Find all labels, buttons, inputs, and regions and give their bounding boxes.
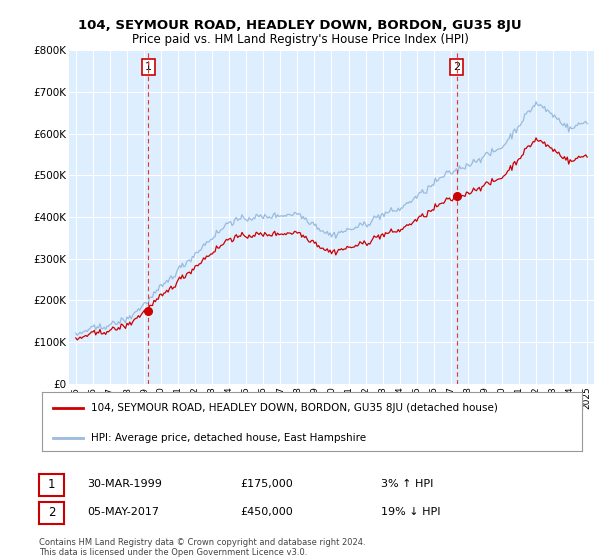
Text: 104, SEYMOUR ROAD, HEADLEY DOWN, BORDON, GU35 8JU: 104, SEYMOUR ROAD, HEADLEY DOWN, BORDON,… — [78, 18, 522, 32]
Text: HPI: Average price, detached house, East Hampshire: HPI: Average price, detached house, East… — [91, 433, 366, 443]
Text: 3% ↑ HPI: 3% ↑ HPI — [381, 479, 433, 489]
Text: 1: 1 — [48, 478, 55, 492]
Text: 2: 2 — [453, 62, 460, 72]
Text: 30-MAR-1999: 30-MAR-1999 — [87, 479, 162, 489]
Text: Price paid vs. HM Land Registry's House Price Index (HPI): Price paid vs. HM Land Registry's House … — [131, 32, 469, 46]
Text: £450,000: £450,000 — [240, 507, 293, 517]
Text: 19% ↓ HPI: 19% ↓ HPI — [381, 507, 440, 517]
Text: 05-MAY-2017: 05-MAY-2017 — [87, 507, 159, 517]
Text: Contains HM Land Registry data © Crown copyright and database right 2024.
This d: Contains HM Land Registry data © Crown c… — [39, 538, 365, 557]
Text: £175,000: £175,000 — [240, 479, 293, 489]
Text: 104, SEYMOUR ROAD, HEADLEY DOWN, BORDON, GU35 8JU (detached house): 104, SEYMOUR ROAD, HEADLEY DOWN, BORDON,… — [91, 403, 497, 413]
Text: 2: 2 — [48, 506, 55, 520]
Text: 1: 1 — [145, 62, 152, 72]
